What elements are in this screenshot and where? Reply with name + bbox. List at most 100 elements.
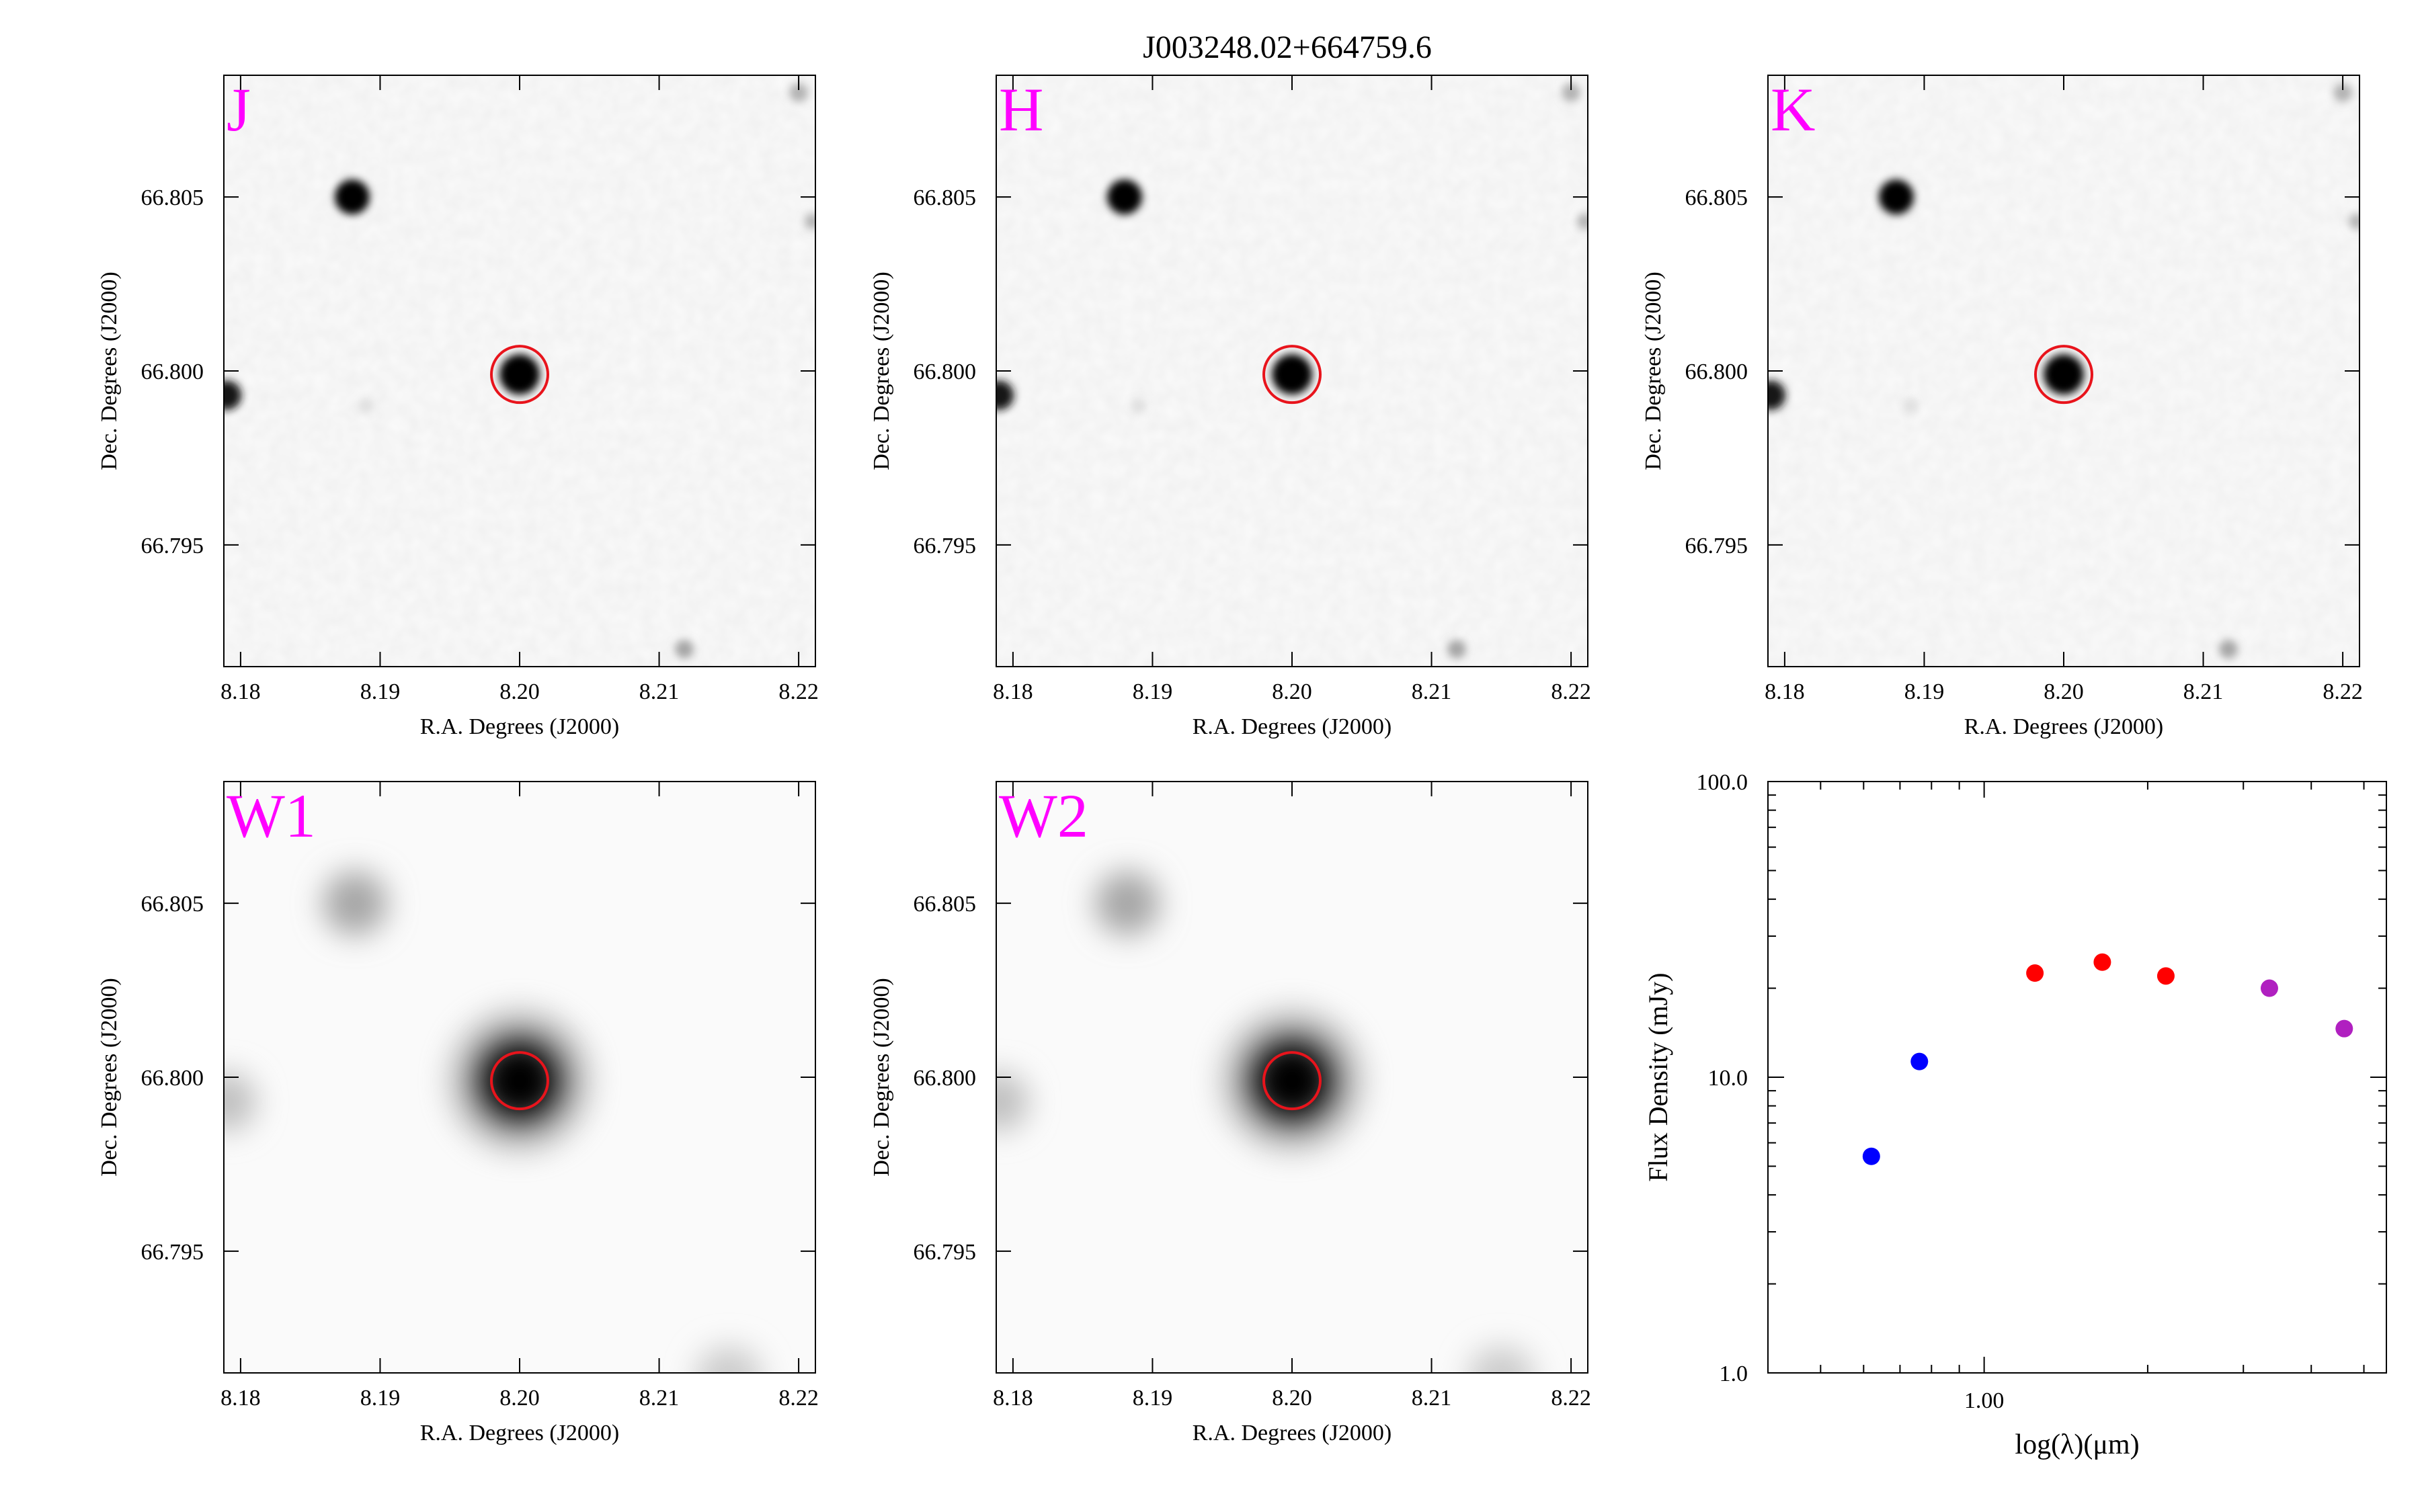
ra-tick-label: 8.18 xyxy=(993,679,1033,704)
x-axis-label: R.A. Degrees (J2000) xyxy=(420,1421,620,1445)
source-blob xyxy=(1902,397,1919,414)
band-label: J xyxy=(227,75,251,144)
source-blob xyxy=(358,397,374,414)
dec-tick-label: 66.800 xyxy=(141,360,204,384)
source-blob xyxy=(804,213,815,230)
cutout-panel-k: 8.18 8.19 8.20 8.21 8.22 66.795 66.800 66.805 R.… xyxy=(1641,75,2363,739)
sed-plot: 1.0 10.0 100.0 1.00 log(λ)(μm) Flux Density (… xyxy=(1643,770,2387,1460)
ra-tick-label: 8.20 xyxy=(1272,679,1312,704)
source-blob xyxy=(1447,640,1466,659)
source-blob xyxy=(696,1346,762,1373)
aperture-circle xyxy=(490,345,549,405)
ra-tick-label: 8.18 xyxy=(220,1386,261,1411)
sed-point-5 xyxy=(2156,967,2175,985)
source-blob xyxy=(2218,640,2238,659)
source-blob xyxy=(1562,83,1581,102)
band-label: H xyxy=(999,75,1043,144)
dec-tick-label: 66.805 xyxy=(914,185,977,210)
dec-tick-label: 66.805 xyxy=(141,892,204,917)
cutout-image xyxy=(224,782,815,1373)
ra-tick-label: 8.19 xyxy=(360,679,401,704)
source-blob xyxy=(224,380,242,411)
cutout-panel-j: 8.18 8.19 8.20 8.21 8.22 66.795 66.800 66.805 R.… xyxy=(97,75,819,739)
dec-tick-label: 66.800 xyxy=(914,1066,977,1091)
source-blob xyxy=(1272,354,1312,395)
source-blob xyxy=(2348,213,2360,230)
ra-tick-label: 8.21 xyxy=(639,679,680,704)
aperture-circle xyxy=(2034,345,2093,405)
source-blob xyxy=(789,83,809,102)
dec-tick-label: 66.800 xyxy=(914,360,977,384)
ra-tick-label: 8.18 xyxy=(220,679,261,704)
ra-tick-label: 8.22 xyxy=(2323,679,2363,704)
ra-tick-label: 8.19 xyxy=(1904,679,1945,704)
source-blob xyxy=(1130,397,1147,414)
dec-tick-label: 66.795 xyxy=(141,534,204,558)
y-axis-label: Dec. Degrees (J2000) xyxy=(1641,271,1666,470)
figure-title: J003248.02+664759.6 xyxy=(1143,30,1432,65)
ra-tick-label: 8.22 xyxy=(1551,1386,1591,1411)
ra-tick-label: 8.21 xyxy=(1412,679,1452,704)
ra-tick-label: 8.21 xyxy=(639,1386,680,1411)
y-axis-label: Dec. Degrees (J2000) xyxy=(97,978,122,1177)
ra-tick-label: 8.19 xyxy=(360,1386,401,1411)
source-blob xyxy=(996,1072,1029,1132)
sed-point-6 xyxy=(2260,979,2278,997)
dec-tick-label: 66.800 xyxy=(1685,360,1748,384)
sed-y-label: Flux Density (mJy) xyxy=(1643,972,1673,1181)
dec-tick-label: 66.805 xyxy=(141,185,204,210)
dec-tick-label: 66.800 xyxy=(141,1066,204,1091)
ra-tick-label: 8.20 xyxy=(499,679,540,704)
ra-tick-label: 8.21 xyxy=(2183,679,2224,704)
source-blob xyxy=(1095,871,1160,936)
source-blob xyxy=(2333,83,2353,102)
y-tick-label: 100.0 xyxy=(1697,770,1748,795)
cutout-panel-w1: 8.18 8.19 8.20 8.21 8.22 66.795 66.800 66.805 R.… xyxy=(97,781,819,1445)
dec-tick-label: 66.805 xyxy=(914,892,977,917)
y-axis-label: Dec. Degrees (J2000) xyxy=(97,271,122,470)
cutout-panel-h: 8.18 8.19 8.20 8.21 8.22 66.795 66.800 66.805 R.… xyxy=(869,75,1591,739)
x-axis-label: R.A. Degrees (J2000) xyxy=(420,714,620,739)
ra-tick-label: 8.19 xyxy=(1133,1386,1173,1411)
source-blob xyxy=(334,179,370,215)
sed-point-3 xyxy=(2026,964,2044,982)
source-blob xyxy=(499,354,540,395)
band-label: W2 xyxy=(999,782,1088,850)
x-axis-label: R.A. Degrees (J2000) xyxy=(1193,1421,1392,1445)
aperture-circle xyxy=(490,1051,549,1111)
source-blob xyxy=(1576,213,1588,230)
sed-x-label: log(λ)(μm) xyxy=(2015,1429,2139,1460)
source-blob xyxy=(674,640,694,659)
source-blob xyxy=(1106,179,1142,215)
sed-point-1 xyxy=(1862,1147,1880,1165)
ra-tick-label: 8.22 xyxy=(1551,679,1591,704)
source-blob xyxy=(224,1072,257,1132)
source-blob xyxy=(1468,1346,1535,1373)
source-blob xyxy=(323,871,388,936)
source-blob xyxy=(2044,354,2084,395)
sed-point-7 xyxy=(2335,1019,2353,1038)
dec-tick-label: 66.795 xyxy=(141,1240,204,1265)
cutout-image xyxy=(996,75,1588,667)
ra-tick-label: 8.19 xyxy=(1133,679,1173,704)
cutout-panel-w2: 8.18 8.19 8.20 8.21 8.22 66.795 66.800 66.805 R.… xyxy=(869,781,1591,1445)
cutout-image xyxy=(1768,75,2360,667)
band-label: K xyxy=(1771,75,1815,144)
dec-tick-label: 66.795 xyxy=(914,1240,977,1265)
x-axis-label: R.A. Degrees (J2000) xyxy=(1193,714,1392,739)
x-tick-label: 1.00 xyxy=(1964,1388,2005,1413)
ra-tick-label: 8.18 xyxy=(1765,679,1805,704)
dec-tick-label: 66.795 xyxy=(1685,534,1748,558)
cutout-image xyxy=(224,75,815,667)
ra-tick-label: 8.21 xyxy=(1412,1386,1452,1411)
ra-tick-label: 8.20 xyxy=(499,1386,540,1411)
y-tick-label: 10.0 xyxy=(1708,1066,1748,1091)
y-tick-label: 1.0 xyxy=(1720,1361,1748,1386)
y-axis-label: Dec. Degrees (J2000) xyxy=(869,978,894,1177)
sed-frame xyxy=(1767,781,2387,1374)
y-axis-label: Dec. Degrees (J2000) xyxy=(869,271,894,470)
x-axis-label: R.A. Degrees (J2000) xyxy=(1964,714,2164,739)
cutout-panels: 8.18 8.19 8.20 8.21 8.22 66.795 66.800 66.805 R.… xyxy=(97,75,2363,1445)
ra-tick-label: 8.22 xyxy=(778,1386,819,1411)
